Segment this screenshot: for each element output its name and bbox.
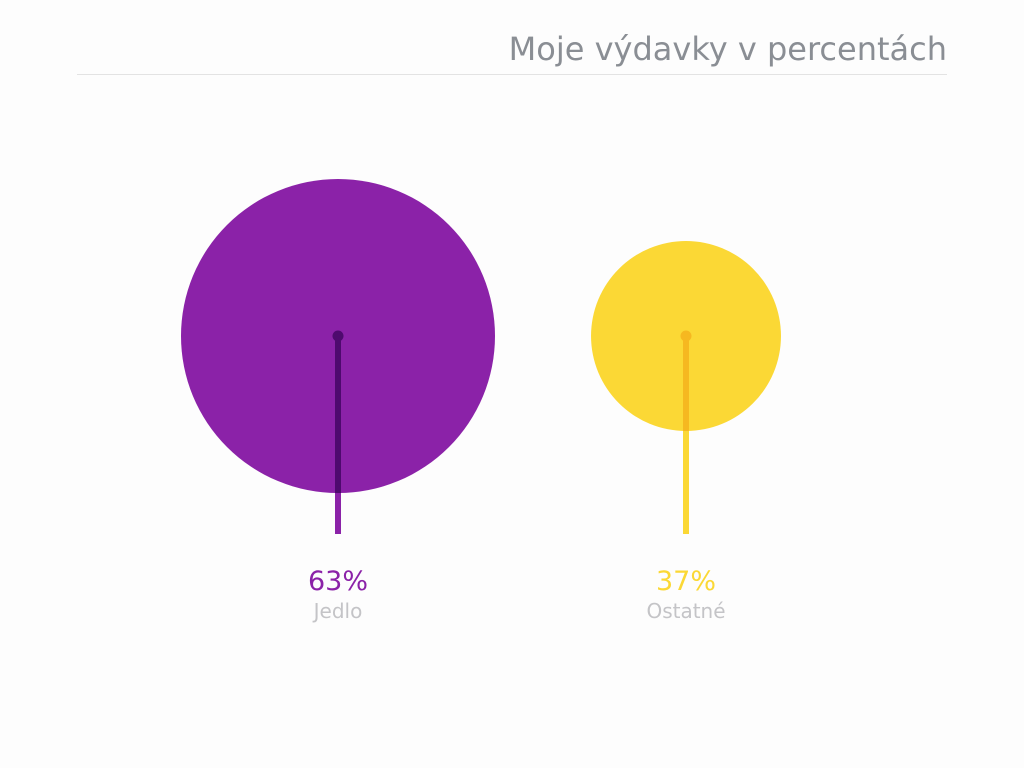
chart-title: Moje výdavky v percentách	[508, 30, 947, 68]
bubble-value-jedlo: 63%	[308, 566, 368, 597]
title-divider	[77, 74, 947, 75]
bubble-group-jedlo: 63%Jedlo	[181, 179, 495, 623]
bubble-label-jedlo: Jedlo	[312, 599, 363, 623]
bubble-value-ostatne: 37%	[656, 566, 716, 597]
bubble-center-dot-ostatne	[680, 330, 692, 342]
bubble-group-ostatne: 37%Ostatné	[591, 241, 781, 623]
bubble-label-ostatne: Ostatné	[646, 599, 725, 623]
bubble-center-dot-jedlo	[332, 330, 344, 342]
